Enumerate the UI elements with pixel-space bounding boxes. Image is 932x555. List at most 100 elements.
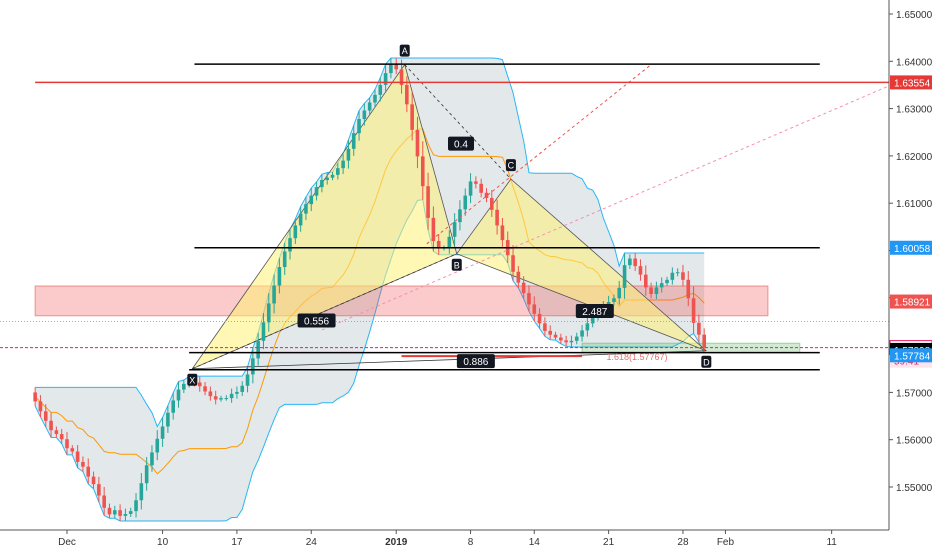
candle-body[interactable] (612, 298, 616, 303)
candle-body[interactable] (426, 186, 430, 218)
candle-body[interactable] (86, 466, 91, 477)
candle-body[interactable] (351, 133, 356, 149)
candle-body[interactable] (240, 385, 245, 392)
candle-body[interactable] (309, 195, 314, 205)
candle-body[interactable] (691, 298, 696, 323)
candle-body[interactable] (543, 323, 547, 331)
candle-body[interactable] (585, 323, 590, 331)
candle-body[interactable] (235, 391, 239, 394)
candle-body[interactable] (65, 439, 69, 449)
candle-body[interactable] (638, 266, 643, 275)
candle-body[interactable] (479, 183, 483, 193)
candle-body[interactable] (649, 287, 653, 295)
candle-body[interactable] (468, 181, 473, 196)
candle-body[interactable] (394, 63, 399, 70)
candle-body[interactable] (171, 400, 175, 413)
candle-body[interactable] (484, 192, 489, 198)
candle-body[interactable] (410, 104, 414, 130)
candle-body[interactable] (681, 272, 685, 280)
candle-body[interactable] (197, 382, 202, 387)
candle-body[interactable] (304, 204, 308, 214)
candle-body[interactable] (463, 195, 468, 210)
candle-body[interactable] (415, 129, 420, 157)
candle-body[interactable] (670, 272, 675, 280)
candle-body[interactable] (118, 510, 122, 516)
candle-body[interactable] (357, 119, 361, 134)
candle-body[interactable] (256, 340, 260, 359)
candle-body[interactable] (622, 265, 627, 288)
candle-body[interactable] (405, 84, 409, 105)
candle-body[interactable] (559, 337, 563, 341)
candle-body[interactable] (59, 434, 64, 440)
candle-body[interactable] (553, 334, 558, 338)
plot-area[interactable] (0, 0, 889, 530)
candle-body[interactable] (182, 383, 186, 390)
candle-body[interactable] (325, 177, 329, 181)
candle-body[interactable] (97, 484, 101, 496)
candle-body[interactable] (458, 209, 462, 223)
candle-body[interactable] (447, 236, 452, 248)
candle-body[interactable] (633, 258, 637, 267)
candle-body[interactable] (516, 271, 521, 283)
candle-body[interactable] (176, 389, 181, 401)
candle-body[interactable] (277, 267, 282, 286)
candle-body[interactable] (431, 217, 436, 242)
candle-body[interactable] (266, 303, 271, 323)
candle-body[interactable] (564, 340, 568, 343)
candle-body[interactable] (144, 465, 149, 484)
candle-body[interactable] (224, 398, 229, 400)
candle-body[interactable] (160, 426, 165, 439)
candle-body[interactable] (38, 401, 43, 412)
candle-body[interactable] (383, 73, 388, 85)
candle-body[interactable] (54, 430, 59, 435)
candle-body[interactable] (288, 238, 292, 252)
candle-body[interactable] (527, 293, 531, 305)
candle-body[interactable] (362, 110, 367, 120)
candle-body[interactable] (314, 187, 319, 196)
candle-body[interactable] (33, 392, 37, 402)
candle-body[interactable] (272, 285, 276, 304)
candle-body[interactable] (139, 483, 144, 501)
candle-body[interactable] (500, 225, 505, 241)
candle-body[interactable] (474, 181, 478, 184)
candle-body[interactable] (495, 209, 499, 226)
candle-body[interactable] (261, 322, 266, 341)
candle-body[interactable] (245, 374, 250, 386)
candle-body[interactable] (49, 420, 53, 431)
candle-body[interactable] (452, 222, 457, 237)
candle-body[interactable] (293, 225, 298, 239)
candle-body[interactable] (298, 213, 303, 226)
candle-body[interactable] (532, 304, 537, 314)
candle-body[interactable] (548, 330, 553, 335)
candle-body[interactable] (373, 94, 377, 103)
candle-body[interactable] (346, 148, 351, 161)
price-axis[interactable] (889, 0, 932, 550)
candle-body[interactable] (628, 258, 632, 266)
candle-body[interactable] (378, 84, 383, 95)
candle-body[interactable] (208, 391, 213, 397)
candle-body[interactable] (367, 102, 372, 111)
candle-body[interactable] (70, 448, 75, 452)
candle-body[interactable] (128, 511, 133, 514)
candle-body[interactable] (112, 510, 117, 515)
candle-body[interactable] (643, 274, 648, 288)
candle-body[interactable] (521, 282, 526, 294)
candle-body[interactable] (617, 287, 622, 299)
candle-body[interactable] (675, 272, 680, 274)
candle-body[interactable] (590, 316, 595, 324)
candle-body[interactable] (659, 283, 664, 288)
candle-body[interactable] (134, 500, 138, 512)
candle-body[interactable] (436, 241, 441, 249)
candle-body[interactable] (213, 396, 218, 400)
candle-body[interactable] (336, 168, 340, 175)
candle-body[interactable] (569, 340, 574, 343)
candle-body[interactable] (81, 461, 85, 467)
candle-body[interactable] (665, 279, 669, 284)
candle-body[interactable] (702, 334, 706, 348)
candle-body[interactable] (511, 255, 515, 272)
candle-body[interactable] (251, 358, 255, 375)
candle-body[interactable] (43, 411, 48, 421)
candle-body[interactable] (150, 452, 154, 466)
candle-body[interactable] (219, 398, 223, 400)
